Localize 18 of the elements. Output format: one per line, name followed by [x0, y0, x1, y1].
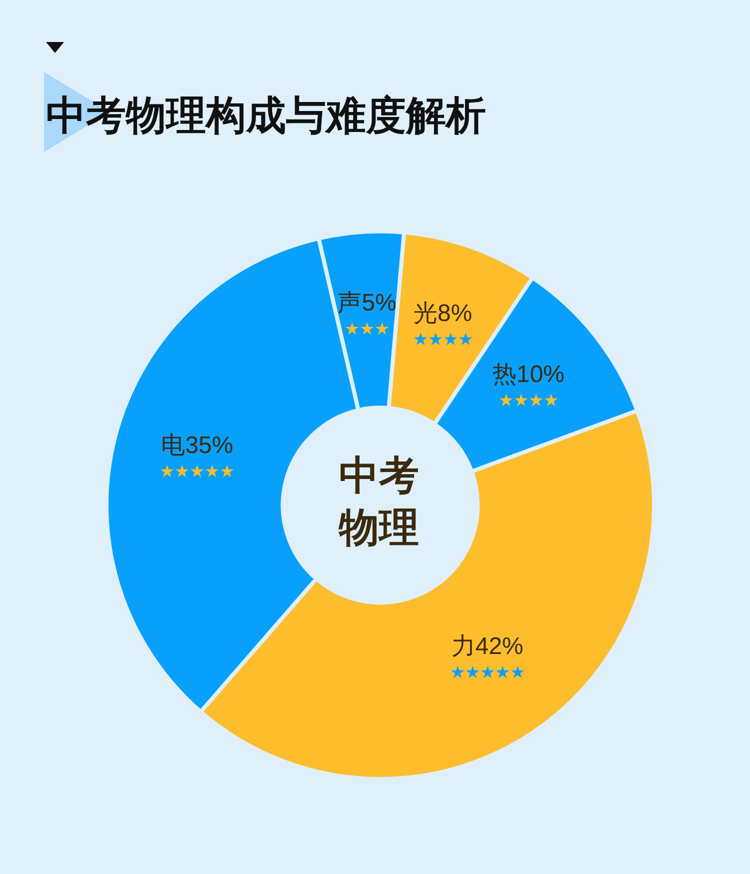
slice-label: 力 — [451, 632, 476, 660]
data-label: 35% — [185, 432, 234, 460]
text: ★★★★ — [498, 391, 558, 410]
text: ★★★ — [344, 320, 390, 339]
text: 物理 — [338, 505, 419, 551]
slice-label: 电 — [161, 432, 186, 460]
text: ★★★★★ — [160, 462, 235, 482]
slice-label: 声 — [338, 290, 362, 317]
slice-label: 光 — [414, 300, 438, 327]
data-label: 5% — [362, 290, 396, 317]
data-label: 10% — [516, 361, 565, 388]
text: ★★★★★ — [450, 662, 525, 682]
data-label: 42% — [475, 632, 524, 660]
text: ★★★★ — [412, 330, 473, 349]
chart-title: 中考物理构成与难度解析 — [46, 92, 486, 141]
data-label: 8% — [438, 300, 472, 327]
slice-label: 热 — [492, 361, 516, 388]
text: 中考 — [339, 453, 419, 499]
